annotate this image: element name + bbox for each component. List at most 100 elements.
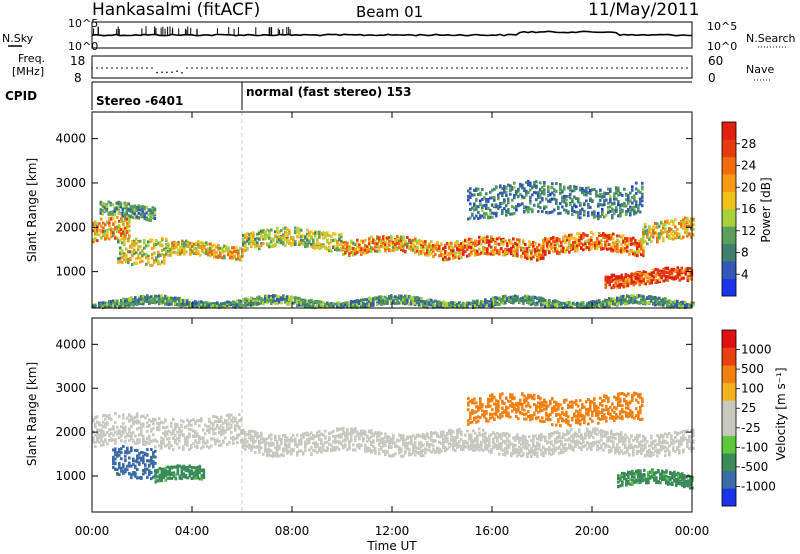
heatmap-cell [282,297,285,301]
freq-point [196,67,198,69]
heatmap-cell [161,248,164,252]
heatmap-cell [189,248,192,252]
heatmap-cell [544,299,547,303]
heatmap-cell [642,232,645,236]
heatmap-cell [125,258,128,262]
heatmap-cell [153,244,156,248]
heatmap-cell [521,202,524,206]
heatmap-cell [422,242,425,246]
heatmap-cell [634,271,638,275]
heatmap-cell [609,205,612,209]
heatmap-cell [530,257,533,261]
freq-point [581,67,583,69]
heatmap-cell [272,243,275,247]
heatmap-cell [508,299,511,303]
heatmap-cell [125,260,128,264]
heatmap-cell [621,210,624,214]
heatmap-cell [222,302,225,305]
heatmap-cell [272,297,275,301]
heatmap-cell [500,297,503,301]
heatmap-cell [664,300,667,304]
heatmap-cell [596,240,599,244]
heatmap-cell [521,194,524,198]
heatmap-cell [139,239,142,243]
heatmap-cell [652,278,656,282]
heatmap-cell [193,251,196,255]
freq-point [281,67,283,69]
heatmap-cell [462,249,465,253]
heatmap-cell [530,296,533,300]
heatmap-cell [637,205,640,209]
heatmap-cell [126,298,129,302]
heatmap-cell [590,247,593,251]
heatmap-cell [300,235,303,239]
heatmap-cell [560,244,563,248]
heatmap-cell [110,303,113,306]
heatmap-cell [561,195,564,199]
heatmap-cell [612,241,615,245]
heatmap-cell [660,275,664,279]
heatmap-cell [116,237,119,240]
heatmap-cell [686,216,689,220]
heatmap-cell [640,294,643,298]
heatmap-cell [102,301,105,305]
heatmap-cell [572,236,575,240]
heatmap-cell [530,249,533,253]
heatmap-cell [558,300,561,304]
heatmap-cell [209,248,212,252]
freq-point [561,67,563,69]
heatmap-cell [402,244,405,248]
heatmap-cell [346,301,349,305]
heatmap-cell [622,240,625,244]
heatmap-cell [268,294,271,298]
heatmap-cell [262,301,265,305]
heatmap-cell [559,211,562,215]
heatmap-cell [256,232,259,236]
heatmap-cell [386,298,389,302]
heatmap-cell [480,304,483,308]
heatmap-cell [638,244,641,248]
heatmap-cell [630,294,633,298]
heatmap-cell [534,250,537,254]
freq-point [501,67,503,69]
heatmap-cell [117,240,120,244]
heatmap-cell [252,234,255,238]
heatmap-cell [570,302,573,306]
heatmap-cell [98,222,101,226]
heatmap-cell [106,236,109,240]
heatmap-cell [398,236,401,240]
heatmap-cell [636,300,639,304]
heatmap-cell [548,237,551,241]
heatmap-cell [599,198,602,202]
heatmap-cell [418,242,421,246]
heatmap-cell [537,210,540,213]
heatmap-cell [412,299,415,303]
heatmap-cell [476,253,479,256]
heatmap-cell [475,207,478,211]
heatmap-cell [444,246,447,249]
heatmap-cell [223,244,226,248]
heatmap-cell [211,245,214,249]
heatmap-cell [197,243,200,247]
heatmap-cell [642,252,645,256]
heatmap-cell [559,188,562,192]
heatmap-cell [626,300,629,304]
heatmap-cell [161,260,164,264]
heatmap-cell [566,300,569,304]
heatmap-cell [280,296,283,300]
heatmap-cell [334,245,337,249]
heatmap-cell [518,238,521,242]
heatmap-cell [126,303,129,307]
freq-point [436,67,438,69]
heatmap-cell [507,197,510,201]
heatmap-cell [133,239,136,243]
heatmap-cell [602,303,605,307]
heatmap-cell [132,298,135,301]
heatmap-cell [678,222,681,225]
heatmap-cell [147,218,151,222]
heatmap-cell [216,301,219,305]
heatmap-cell [406,245,409,249]
heatmap-cell [518,299,521,303]
heatmap-cell [597,217,600,221]
heatmap-cell [131,239,134,243]
